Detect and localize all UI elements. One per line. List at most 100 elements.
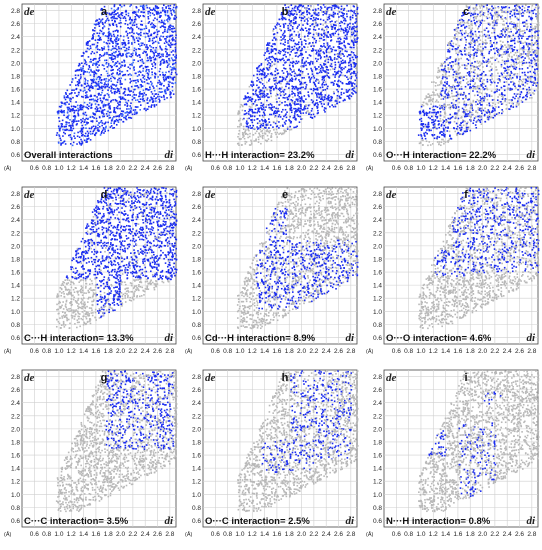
point bbox=[305, 60, 308, 63]
point bbox=[442, 75, 445, 78]
point bbox=[278, 81, 280, 84]
point bbox=[303, 20, 306, 22]
point bbox=[452, 64, 454, 67]
point bbox=[278, 18, 281, 21]
point bbox=[121, 83, 123, 85]
point bbox=[335, 49, 337, 52]
point bbox=[116, 25, 118, 28]
point bbox=[118, 67, 121, 70]
point bbox=[75, 87, 78, 90]
point bbox=[275, 77, 277, 79]
point bbox=[460, 39, 463, 41]
point bbox=[479, 102, 481, 104]
point bbox=[481, 4, 483, 6]
point bbox=[133, 88, 135, 91]
point bbox=[460, 117, 462, 119]
y-tick-label: 2.8 bbox=[11, 8, 20, 15]
point bbox=[342, 74, 344, 77]
interaction-caption: Overall interactions bbox=[24, 150, 113, 161]
point bbox=[244, 96, 247, 99]
point bbox=[309, 55, 312, 57]
point bbox=[275, 128, 278, 131]
point bbox=[449, 113, 452, 116]
point bbox=[262, 111, 265, 114]
point bbox=[351, 10, 354, 13]
point bbox=[116, 60, 119, 63]
point bbox=[131, 98, 134, 101]
point bbox=[266, 124, 269, 126]
point bbox=[98, 78, 101, 81]
point bbox=[454, 112, 456, 114]
point bbox=[318, 33, 320, 36]
de-axis-label: de bbox=[205, 6, 216, 18]
point bbox=[319, 18, 322, 21]
point bbox=[112, 58, 115, 60]
point bbox=[266, 68, 269, 71]
point bbox=[89, 115, 92, 118]
point bbox=[335, 20, 338, 22]
point bbox=[346, 76, 348, 78]
point bbox=[341, 42, 343, 44]
point bbox=[106, 53, 108, 56]
point bbox=[294, 78, 297, 81]
point bbox=[93, 75, 95, 78]
point bbox=[301, 62, 303, 64]
point bbox=[268, 52, 271, 55]
point bbox=[350, 9, 352, 12]
point bbox=[263, 76, 266, 79]
point bbox=[90, 82, 93, 85]
point bbox=[350, 75, 353, 78]
point bbox=[240, 138, 242, 140]
point bbox=[261, 114, 264, 117]
point bbox=[113, 116, 115, 118]
point bbox=[85, 43, 88, 46]
point bbox=[326, 7, 329, 10]
point bbox=[279, 75, 281, 78]
point bbox=[470, 34, 473, 36]
point bbox=[82, 65, 85, 68]
point bbox=[507, 48, 509, 51]
point bbox=[74, 106, 77, 108]
point bbox=[466, 58, 468, 60]
point bbox=[164, 10, 167, 12]
point bbox=[300, 96, 303, 98]
point bbox=[115, 84, 118, 86]
point bbox=[105, 80, 107, 82]
point bbox=[332, 32, 334, 35]
point bbox=[274, 52, 277, 55]
point bbox=[296, 125, 298, 128]
point bbox=[270, 135, 273, 137]
point bbox=[352, 89, 355, 92]
point bbox=[166, 55, 169, 58]
point bbox=[133, 21, 136, 23]
point bbox=[151, 73, 154, 76]
point bbox=[450, 64, 453, 67]
point bbox=[460, 18, 463, 20]
point bbox=[314, 29, 317, 31]
point bbox=[150, 33, 153, 36]
point bbox=[491, 67, 493, 70]
point bbox=[479, 96, 482, 98]
point bbox=[169, 4, 172, 7]
point bbox=[264, 76, 267, 78]
point bbox=[336, 88, 338, 91]
point bbox=[340, 62, 343, 65]
point bbox=[165, 38, 167, 40]
point bbox=[108, 96, 111, 98]
point bbox=[163, 80, 166, 82]
point bbox=[488, 94, 491, 96]
point bbox=[169, 91, 172, 93]
point bbox=[98, 37, 101, 40]
point bbox=[462, 97, 464, 100]
point bbox=[168, 35, 171, 38]
point bbox=[59, 106, 62, 108]
point bbox=[476, 73, 479, 76]
point bbox=[174, 43, 176, 46]
point bbox=[145, 70, 147, 72]
point bbox=[158, 95, 161, 98]
point bbox=[242, 125, 245, 128]
point bbox=[442, 134, 444, 136]
point bbox=[103, 46, 106, 48]
point bbox=[90, 95, 93, 98]
point bbox=[116, 48, 118, 51]
